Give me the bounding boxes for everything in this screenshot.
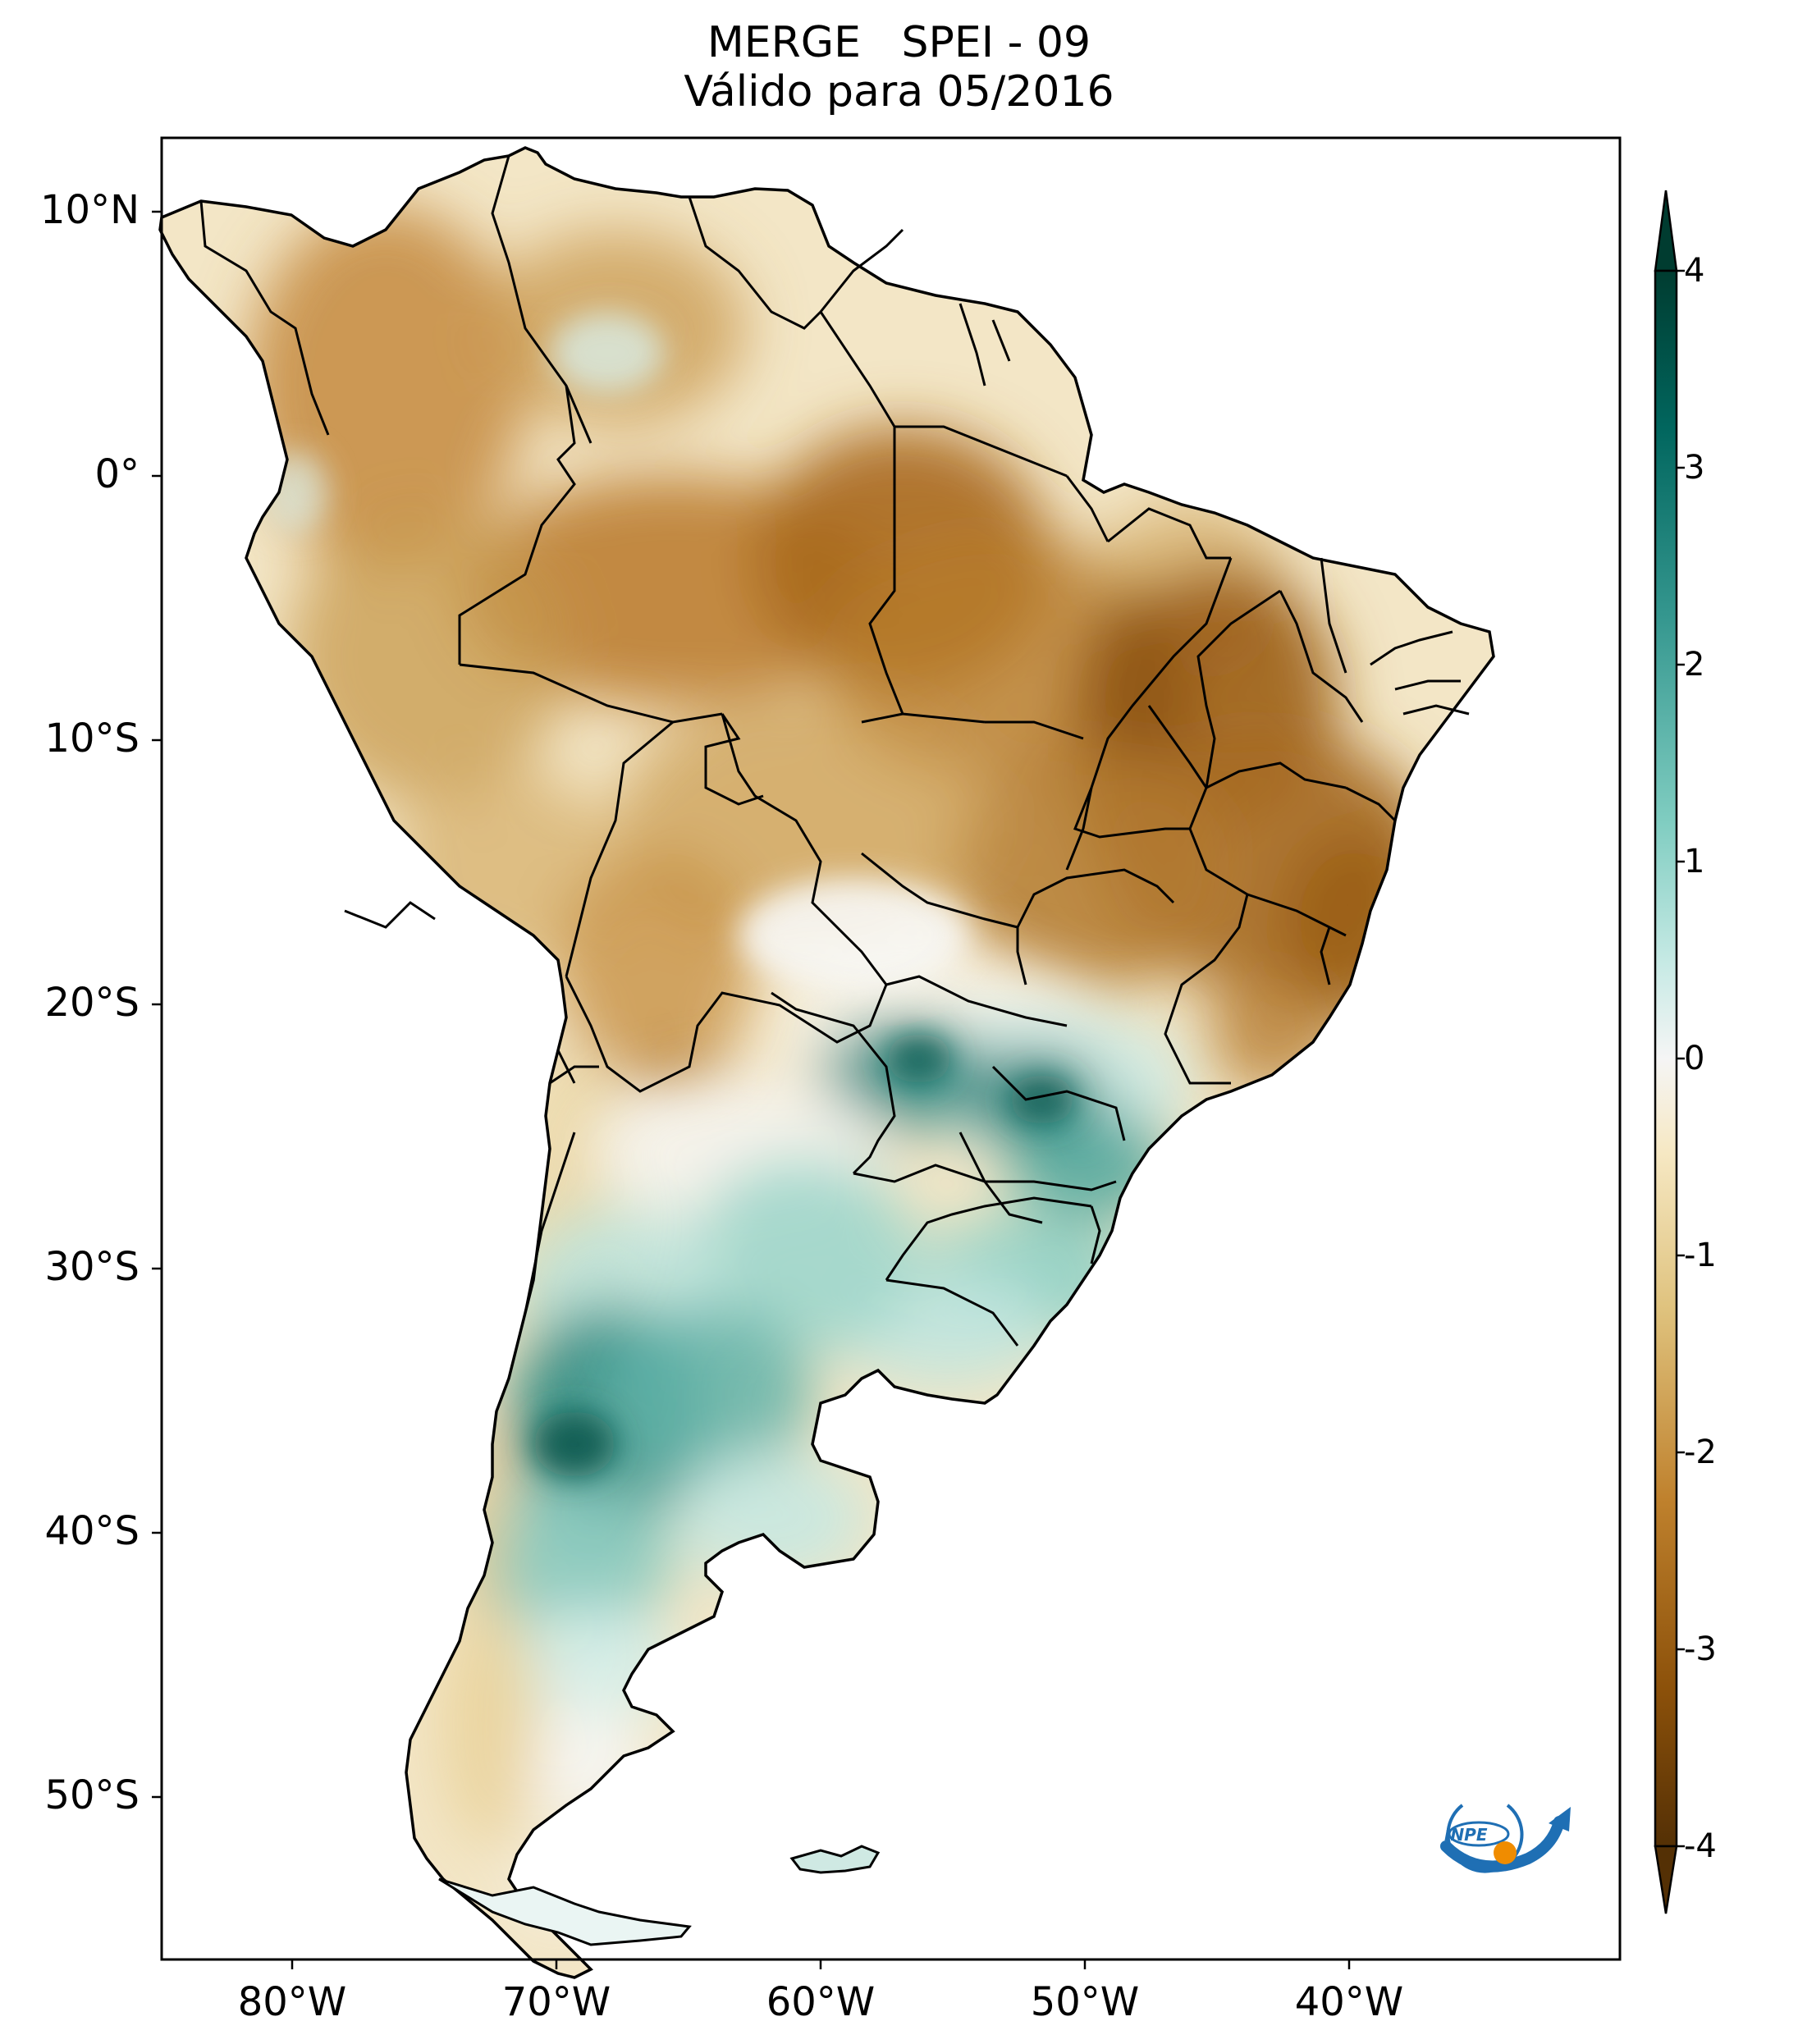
lat-label-10n: 10°N — [40, 187, 140, 233]
colorbar-label-0: 0 — [1684, 1040, 1705, 1077]
lon-label-80w: 80°W — [237, 1979, 347, 2025]
colorbar-label-neg2: -2 — [1684, 1434, 1717, 1471]
axis-ticks — [152, 210, 1351, 1969]
colorbar — [1654, 190, 1685, 1914]
map-frame — [160, 136, 1622, 1961]
map-title: MERGE SPEI - 09 Válido para 05/2016 — [0, 18, 1798, 117]
title-line1: MERGE SPEI - 09 — [707, 18, 1091, 67]
colorbar-label-neg1: -1 — [1684, 1237, 1717, 1274]
colorbar-body — [1654, 269, 1678, 1848]
colorbar-label-neg3: -3 — [1684, 1630, 1717, 1668]
falkland-islands — [789, 1845, 881, 1874]
lon-label-70w: 70°W — [501, 1979, 611, 2025]
lat-label-50s: 50°S — [44, 1772, 140, 1818]
lat-label-30s: 30°S — [44, 1244, 140, 1290]
lat-label-0: 0° — [94, 451, 140, 497]
lon-label-50w: 50°W — [1030, 1979, 1140, 2025]
colorbar-label-1: 1 — [1684, 843, 1705, 880]
lon-label-60w: 60°W — [766, 1979, 876, 2025]
lon-label-40w: 40°W — [1294, 1979, 1404, 2025]
colorbar-label-3: 3 — [1684, 449, 1705, 487]
colorbar-extend-max — [1654, 190, 1678, 272]
colorbar-extend-min — [1654, 1845, 1678, 1914]
logo-text: INPE — [1444, 1825, 1488, 1845]
colorbar-label-2: 2 — [1684, 646, 1705, 684]
colorbar-label-4: 4 — [1684, 252, 1705, 290]
colorbar-label-neg4: -4 — [1684, 1827, 1717, 1865]
political-borders — [199, 155, 1470, 1347]
lat-label-20s: 20°S — [44, 980, 140, 1026]
lat-label-40s: 40°S — [44, 1508, 140, 1554]
title-line2: Válido para 05/2016 — [684, 67, 1114, 117]
lat-label-10s: 10°S — [44, 716, 140, 761]
tierra-del-fuego — [438, 1877, 692, 1946]
inpe-logo: INPE — [1440, 1804, 1571, 1873]
